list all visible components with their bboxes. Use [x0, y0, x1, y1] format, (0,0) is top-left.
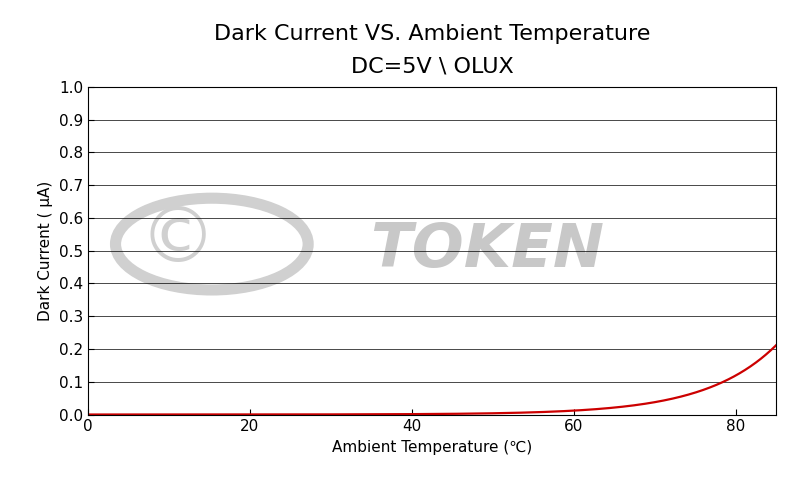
Y-axis label: Dark Current ( μA): Dark Current ( μA) — [38, 181, 54, 321]
Text: TOKEN: TOKEN — [370, 221, 604, 280]
Text: ©: © — [139, 204, 215, 278]
Title: Dark Current VS. Ambient Temperature
DC=5V \ OLUX: Dark Current VS. Ambient Temperature DC=… — [214, 24, 650, 77]
X-axis label: Ambient Temperature (℃): Ambient Temperature (℃) — [332, 440, 532, 455]
